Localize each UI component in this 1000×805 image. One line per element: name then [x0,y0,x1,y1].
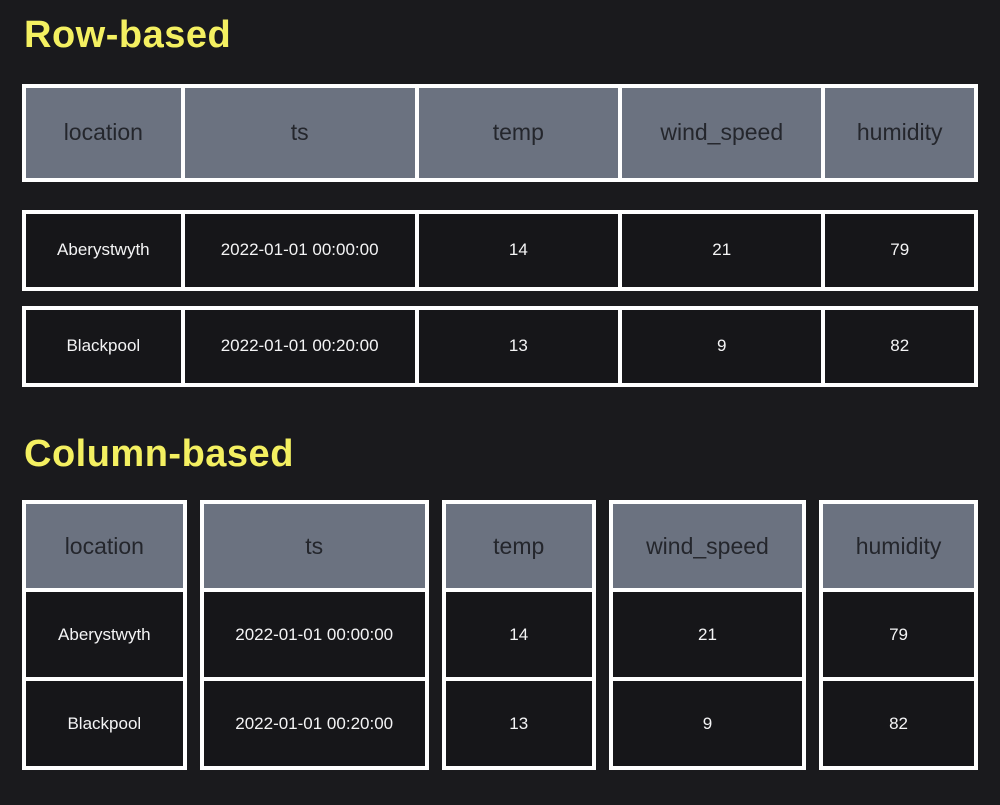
column-container-temp: temp 14 13 [441,500,596,770]
column-header-wind_speed: wind_speed [622,87,822,178]
column-header-temp: temp [445,504,592,588]
column-header-location: location [26,87,181,178]
data-cell-temp: 13 [418,309,619,383]
row-based-header-row: location ts temp wind_speed humidity [22,83,978,182]
data-cell-ts: 2022-01-01 00:00:00 [203,592,425,677]
row-based-data-row-2: Blackpool 2022-01-01 00:20:00 13 9 82 [22,305,978,387]
column-based-columns: location Aberystwyth Blackpool ts 2022-01-01… [22,500,978,770]
data-cell-wind_speed: 9 [622,309,822,383]
data-cell-location: Aberystwyth [26,592,183,677]
column-header-humidity: humidity [825,87,974,178]
column-container-ts: ts 2022-01-01 00:00:00 2022-01-01 00:20:00 [199,500,429,770]
column-header-wind_speed: wind_speed [612,504,803,588]
data-cell-ts: 2022-01-01 00:20:00 [203,681,425,766]
column-header-ts: ts [184,87,415,178]
column-container-location: location Aberystwyth Blackpool [22,500,187,770]
row-based-data-row-1: Aberystwyth 2022-01-01 00:00:00 14 21 79 [22,209,978,291]
data-cell-wind_speed: 9 [612,681,803,766]
data-cell-humidity: 79 [823,592,974,677]
data-cell-ts: 2022-01-01 00:20:00 [184,309,415,383]
column-based-title: Column-based [24,432,294,475]
data-cell-location: Blackpool [26,681,183,766]
data-cell-temp: 13 [445,681,592,766]
column-container-humidity: humidity 79 82 [819,500,978,770]
column-container-wind_speed: wind_speed 21 9 [608,500,807,770]
data-cell-wind_speed: 21 [612,592,803,677]
data-cell-humidity: 82 [825,309,974,383]
column-header-location: location [26,504,183,588]
page: Row-based location ts temp wind_speed humidi… [22,14,978,770]
data-cell-temp: 14 [418,213,619,287]
column-header-temp: temp [418,87,619,178]
data-cell-temp: 14 [445,592,592,677]
data-cell-location: Blackpool [26,309,181,383]
column-header-humidity: humidity [823,504,974,588]
data-cell-humidity: 79 [825,213,974,287]
row-based-title: Row-based [24,14,232,56]
column-header-ts: ts [203,504,425,588]
data-cell-location: Aberystwyth [26,213,181,287]
data-cell-ts: 2022-01-01 00:00:00 [184,213,415,287]
data-cell-humidity: 82 [823,681,974,766]
data-cell-wind_speed: 21 [622,213,822,287]
